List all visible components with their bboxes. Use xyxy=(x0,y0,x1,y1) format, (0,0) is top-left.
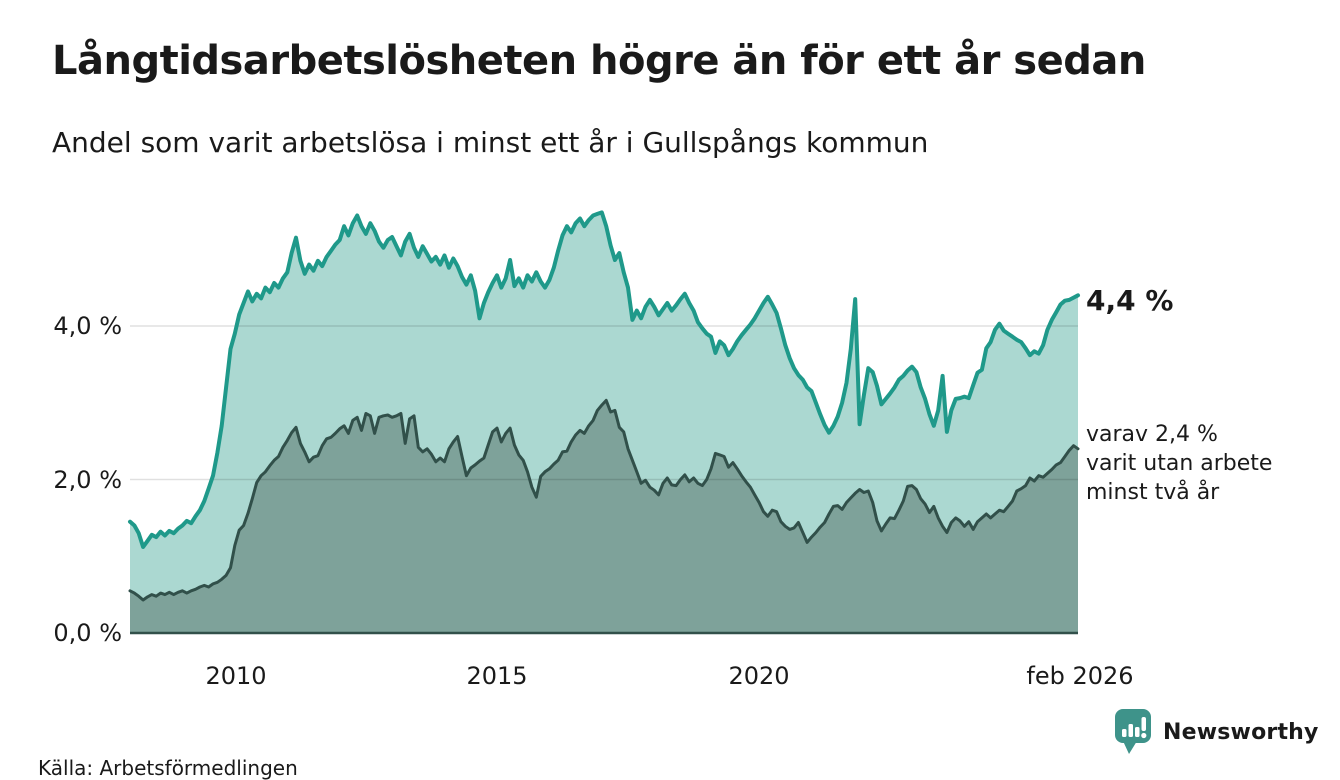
y-tick-0: 0,0 % xyxy=(53,619,122,647)
y-tick-4: 4,0 % xyxy=(53,312,122,340)
page-subtitle: Andel som varit arbetslösa i minst ett å… xyxy=(52,126,929,159)
source-caption: Källa: Arbetsförmedlingen xyxy=(38,756,298,780)
gridlines xyxy=(130,325,1078,481)
latest-value-label: 4,4 % xyxy=(1086,284,1174,317)
x-tick-2010: 2010 xyxy=(205,662,267,690)
line-total xyxy=(128,210,1080,549)
x-tick-2020: 2020 xyxy=(728,662,790,690)
area-two-years-fill xyxy=(130,400,1078,633)
annotation-line-2: varit utan arbete xyxy=(1086,451,1273,476)
y-tick-2: 2,0 % xyxy=(53,466,122,494)
annotation-line-1: varav 2,4 % xyxy=(1086,422,1218,447)
brand-wordmark: Newsworthy xyxy=(1163,719,1319,745)
line-two-years xyxy=(128,398,1080,602)
newsworthy-brand: Newsworthy xyxy=(1114,708,1319,756)
secondary-series-annotation: varav 2,4 % varit utan arbete minst två … xyxy=(1086,420,1272,507)
x-tick-feb-2026: feb 2026 xyxy=(1026,662,1134,690)
page-title: Långtidsarbetslösheten högre än för ett … xyxy=(52,38,1146,84)
annotation-line-3: minst två år xyxy=(1086,480,1220,505)
newsworthy-logo-icon xyxy=(1115,709,1151,754)
x-tick-2015: 2015 xyxy=(466,662,528,690)
